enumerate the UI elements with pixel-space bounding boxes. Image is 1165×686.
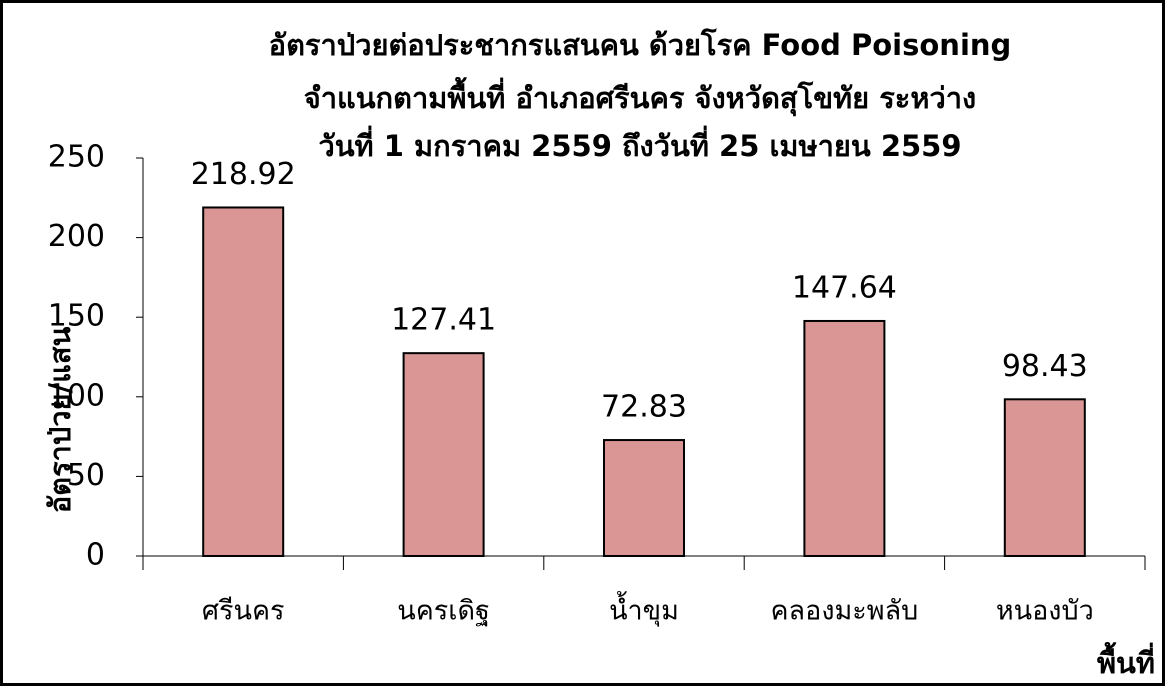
- bar: [803, 319, 886, 557]
- bar: [202, 206, 285, 557]
- y-tick-label: 200: [48, 219, 105, 254]
- bar: [402, 352, 485, 557]
- chart-title: อัตราป่วยต่อประชากรแสนคน ด้วยโรค Food Po…: [269, 27, 1012, 62]
- x-tick-label: คลองมะพลับ: [771, 596, 919, 627]
- bar: [1003, 398, 1086, 557]
- value-label: 127.41: [391, 303, 496, 338]
- x-tick-label: ศรีนคร: [202, 596, 285, 627]
- value-label: 98.43: [1002, 349, 1088, 384]
- y-tick-label: 250: [48, 140, 105, 175]
- value-label: 72.83: [601, 390, 687, 425]
- x-axis-title: พื้นที่: [1097, 641, 1155, 680]
- x-tick-label: หนองบัว: [996, 596, 1094, 627]
- y-tick-label: 100: [48, 378, 105, 413]
- y-tick-label: 0: [86, 538, 105, 573]
- value-label: 218.92: [191, 157, 296, 192]
- value-label: 147.64: [792, 270, 897, 305]
- x-tick-label: นครเดิฐ: [397, 596, 490, 627]
- chart-title: วันที่ 1 มกราคม 2559 ถึงวันที่ 25 เมษายน…: [318, 125, 961, 163]
- y-tick-label: 150: [48, 299, 105, 334]
- bar: [603, 439, 685, 557]
- x-tick-label: น้ำขุม: [609, 591, 679, 628]
- chart-title: จำแนกตามพื้นที่ อำเภอศรีนคร จังหวัดสุโขท…: [304, 76, 976, 116]
- y-axis-title: อัตราป่วย/แสน: [43, 327, 77, 514]
- y-tick-label: 50: [67, 458, 105, 493]
